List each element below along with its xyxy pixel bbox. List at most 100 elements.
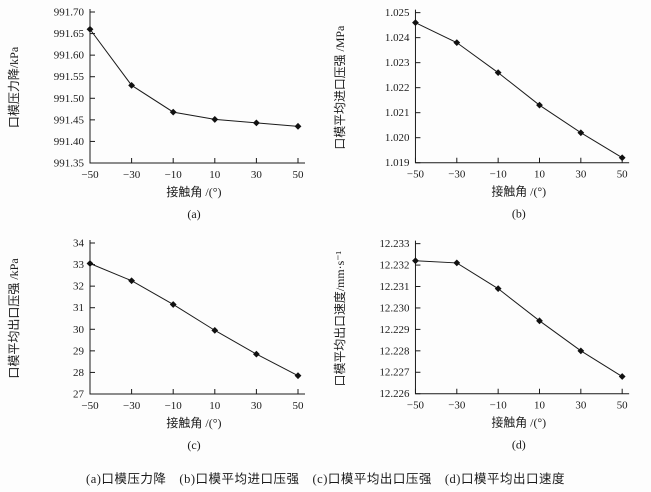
x-tick-label: 50 [617,400,628,412]
x-tick-label: 50 [292,169,304,181]
y-tick-label: 991.35 [53,158,84,170]
y-tick-label: 12.233 [379,238,410,250]
chart-avg-outlet-pressure: 27 28 29 30 31 32 33 34 −50 −30 −10 10 30 50 接触角 /(°) 口… [7,238,305,452]
y-tick-label: 1.019 [385,157,410,169]
y-tick-label: 30 [73,324,85,336]
data-line [415,260,623,377]
chart-pressure-drop: 991.35 991.40 991.45 991.50 991.55 991.60 991.… [7,7,305,221]
x-tick-label: −50 [81,169,99,181]
panel-d: 12.226 12.227 12.228 12.229 12.230 12.231 12.2… [328,231,651,462]
x-tick-label: 30 [250,400,262,412]
y-axis-title: 口模压力降/kPa [7,46,21,128]
y-tick-label: 1.020 [385,132,410,144]
panel-letter: (d) [512,437,526,451]
x-axis-title: 接触角 /(°) [491,185,546,199]
y-tick-label: 991.65 [53,28,84,40]
x-tick-label: 10 [534,400,545,412]
y-axis-title: 口模平均出口压强 /kPa [7,258,21,379]
x-tick-label: 30 [575,169,586,181]
y-axis-title: 口模平均进口压强 /MPa [333,25,347,150]
y-axis-title: 口模平均出口速度/mm·s⁻¹ [333,250,347,386]
data-point-marker [294,372,301,380]
y-tick-label: 991.55 [53,71,84,83]
y-tick-label: 991.60 [53,50,84,62]
data-line [89,28,298,127]
x-tick-label: −10 [164,400,182,412]
y-tick-label: 28 [73,367,85,379]
data-point-marker [536,317,543,325]
x-tick-label: −10 [164,169,182,181]
data-point-marker [86,25,93,33]
data-point-marker [252,119,260,127]
data-line [415,22,623,159]
y-tick-label: 32 [73,281,84,293]
chart-avg-inlet-pressure: 1.019 1.020 1.021 1.022 1.023 1.024 1.025 −50 −3… [333,7,630,220]
x-tick-label: 10 [534,169,545,181]
axis-frame [414,9,630,164]
y-tick-label: 1.023 [385,57,410,69]
x-tick-label: −50 [407,400,425,412]
y-tick-label: 12.227 [379,367,410,379]
data-point-marker [618,154,626,162]
x-tick-label: 30 [575,400,586,412]
axis-frame [89,9,305,164]
y-tick-label: 991.40 [53,136,84,148]
panel-letter: (c) [187,438,200,452]
y-tick-label: 31 [73,302,84,314]
x-tick-label: 50 [292,400,304,412]
y-tick-label: 991.50 [53,93,84,105]
y-tick-label: 991.70 [53,7,84,19]
x-tick-label: −30 [122,400,140,412]
data-point-marker [412,19,419,27]
subplot-grid: 991.35 991.40 991.45 991.50 991.55 991.60 991.… [0,0,651,462]
x-tick-label: 10 [209,169,221,181]
data-point-marker [494,69,502,77]
data-point-marker [494,285,502,293]
y-tick-label: 12.229 [379,324,410,336]
data-point-marker [453,39,461,47]
y-tick-label: 12.228 [379,345,410,357]
x-tick-label: 30 [250,169,262,181]
x-tick-label: −50 [407,169,425,181]
x-axis-title: 接触角 /(°) [166,184,221,199]
axis-frame [89,240,305,395]
panel-letter: (b) [512,206,526,220]
y-tick-label: 1.025 [385,7,410,19]
y-tick-label: 12.232 [379,260,409,272]
y-tick-label: 12.231 [379,281,409,293]
data-point-marker [169,108,177,116]
panel-c: 27 28 29 30 31 32 33 34 −50 −30 −10 10 30 50 接触角 /(°) 口… [0,231,328,462]
x-tick-label: −10 [490,169,508,181]
panel-letter: (a) [187,207,200,221]
data-point-marker [252,350,260,358]
data-point-marker [294,122,301,130]
data-point-marker [618,373,626,380]
y-tick-label: 12.226 [379,388,410,400]
panel-b: 1.019 1.020 1.021 1.022 1.023 1.024 1.025 −50 −3… [328,0,651,231]
x-tick-label: −30 [448,169,466,181]
y-tick-label: 33 [73,259,85,271]
x-tick-label: −30 [448,400,466,412]
data-point-marker [577,129,585,137]
y-tick-label: 27 [73,389,85,401]
data-point-marker [210,116,218,123]
data-point-marker [412,257,419,265]
y-tick-label: 1.021 [385,107,410,119]
chart-avg-outlet-velocity: 12.226 12.227 12.228 12.229 12.230 12.231 12.2… [333,238,630,451]
y-tick-label: 1.022 [385,82,410,94]
y-tick-label: 991.45 [53,114,84,126]
y-tick-label: 34 [73,238,85,250]
data-point-marker [210,326,218,334]
figure-caption: (a)口模压力降 (b)口模平均进口压强 (c)口模平均出口压强 (d)口模平均… [86,471,565,486]
x-tick-label: 10 [209,400,221,412]
y-tick-label: 12.230 [379,302,410,314]
data-point-marker [169,301,177,308]
x-tick-label: 50 [617,169,628,181]
panel-a: 991.35 991.40 991.45 991.50 991.55 991.60 991.… [0,0,328,231]
y-tick-label: 1.024 [385,32,410,44]
x-tick-label: −10 [490,400,508,412]
data-line [89,263,298,377]
data-point-marker [86,260,93,267]
x-tick-label: −50 [81,400,99,412]
